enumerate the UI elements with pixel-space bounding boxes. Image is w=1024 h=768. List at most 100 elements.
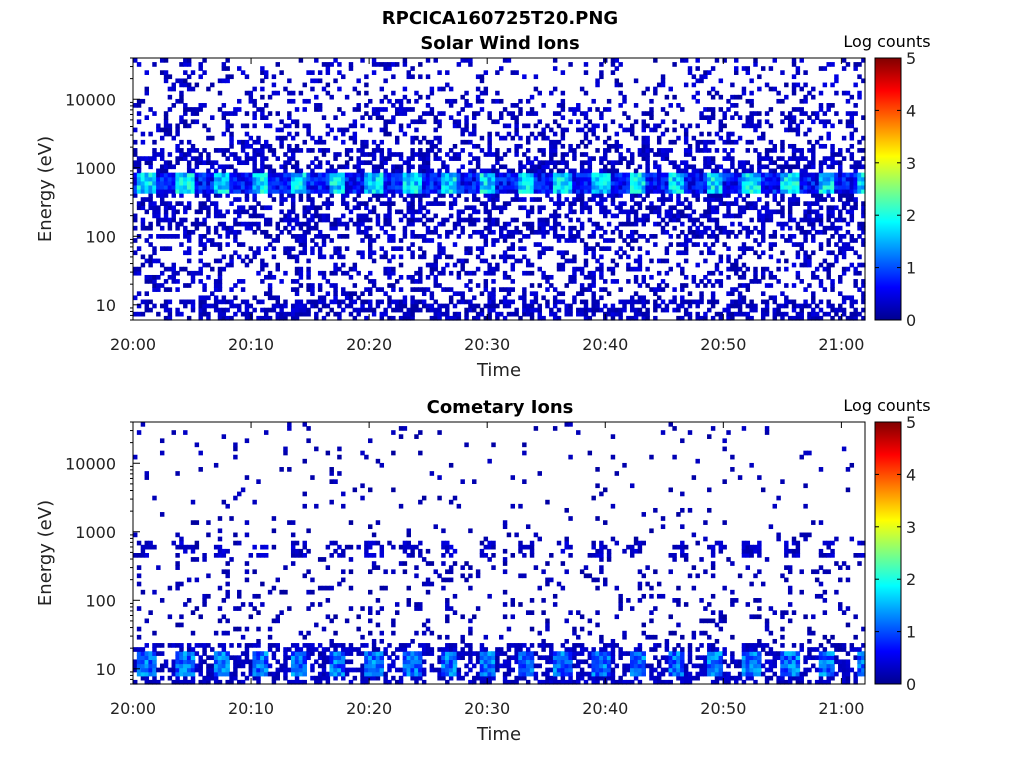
- heatmap-cell: [695, 234, 700, 239]
- heatmap-cell: [722, 156, 727, 161]
- heatmap-cell: [294, 168, 300, 174]
- heatmap-cell: [764, 156, 770, 161]
- heatmap-cell: [348, 123, 354, 129]
- heatmap-cell: [772, 58, 777, 63]
- heatmap-cell: [587, 156, 593, 161]
- heatmap-cell: [445, 164, 450, 170]
- heatmap-cell: [791, 152, 797, 157]
- heatmap-cell: [541, 135, 546, 141]
- heatmap-cell: [387, 66, 392, 71]
- heatmap-cell: [341, 270, 346, 276]
- heatmap-cell: [267, 283, 273, 288]
- heatmap-cell: [233, 189, 238, 194]
- heatmap-cell: [460, 94, 465, 100]
- heatmap-cell: [302, 229, 307, 235]
- heatmap-cell: [171, 86, 176, 92]
- heatmap-cell: [660, 184, 666, 190]
- heatmap-cell: [699, 295, 704, 301]
- heatmap-cell: [857, 164, 862, 170]
- heatmap-cell: [468, 180, 473, 186]
- heatmap-cell: [703, 229, 708, 235]
- heatmap-cell: [460, 172, 465, 178]
- heatmap-cell: [784, 115, 789, 120]
- heatmap-cell: [726, 303, 731, 309]
- heatmap-cell: [159, 193, 165, 198]
- heatmap-cell: [383, 119, 388, 125]
- heatmap-cell: [768, 189, 774, 194]
- heatmap-cell: [541, 164, 546, 170]
- heatmap-cell: [830, 209, 835, 215]
- heatmap-cell: [391, 184, 396, 190]
- heatmap-cell: [587, 180, 593, 186]
- heatmap-cell: [683, 246, 689, 251]
- heatmap-cell: [210, 164, 215, 170]
- heatmap-cell: [371, 184, 377, 190]
- heatmap-cell: [421, 180, 427, 186]
- heatmap-cell: [506, 274, 512, 280]
- heatmap-cell: [838, 238, 843, 243]
- heatmap-cell: [603, 172, 608, 178]
- heatmap-cell: [210, 238, 215, 243]
- heatmap-cell: [402, 131, 408, 137]
- heatmap-cell: [741, 172, 747, 178]
- heatmap-cell: [641, 299, 646, 305]
- heatmap-cell: [133, 250, 138, 256]
- heatmap-cell: [445, 287, 450, 292]
- heatmap-cell: [514, 311, 519, 317]
- heatmap-cell: [325, 279, 331, 284]
- heatmap-cell: [814, 193, 820, 198]
- heatmap-cell: [167, 643, 173, 648]
- heatmap-cell: [556, 250, 562, 256]
- heatmap-cell: [414, 287, 419, 292]
- heatmap-cell: [133, 659, 138, 665]
- heatmap-cell: [707, 90, 712, 96]
- heatmap-cell: [510, 266, 516, 272]
- heatmap-cell: [822, 266, 828, 272]
- heatmap-cell: [680, 213, 685, 219]
- heatmap-cell: [394, 62, 400, 67]
- heatmap-cell: [425, 156, 431, 161]
- heatmap-cell: [853, 103, 858, 108]
- heatmap-cell: [472, 307, 477, 313]
- heatmap-cell: [468, 270, 473, 276]
- heatmap-cell: [406, 156, 411, 161]
- heatmap-cell: [649, 107, 654, 112]
- heatmap-cell: [136, 119, 142, 125]
- heatmap-cell: [356, 103, 361, 108]
- heatmap-cell: [159, 438, 165, 444]
- heatmap-cell: [556, 197, 562, 202]
- heatmap-cell: [159, 70, 165, 75]
- heatmap-cell: [464, 258, 469, 264]
- heatmap-cell: [603, 213, 608, 219]
- colorbar-tick-label: 4: [906, 101, 916, 120]
- heatmap-cell: [776, 209, 781, 215]
- heatmap-cell: [171, 663, 176, 669]
- heatmap-cell: [240, 287, 246, 292]
- heatmap-cell: [591, 246, 596, 251]
- heatmap-cell: [745, 70, 751, 75]
- heatmap-cell: [263, 234, 269, 239]
- heatmap-cell: [572, 270, 577, 276]
- heatmap-cell: [217, 107, 223, 112]
- heatmap-cell: [368, 299, 373, 305]
- heatmap-cell: [163, 74, 169, 80]
- heatmap-cell: [175, 585, 180, 591]
- heatmap-cell: [745, 115, 751, 120]
- x-tick-label: 20:50: [700, 335, 746, 354]
- heatmap-cell: [641, 274, 646, 280]
- heatmap-cell: [368, 238, 373, 243]
- heatmap-cell: [136, 201, 142, 206]
- heatmap-cell: [156, 234, 161, 239]
- heatmap-cell: [587, 209, 593, 215]
- heatmap-cell: [618, 234, 623, 239]
- heatmap-cell: [163, 217, 169, 223]
- heatmap-cell: [495, 172, 500, 178]
- heatmap-cell: [179, 614, 184, 620]
- heatmap-cell: [425, 307, 431, 313]
- heatmap-cell: [375, 189, 381, 194]
- heatmap-cell: [703, 258, 708, 264]
- heatmap-cell: [764, 119, 770, 125]
- heatmap-cell: [525, 156, 531, 161]
- heatmap-cell: [325, 217, 331, 223]
- heatmap-cell: [425, 180, 431, 186]
